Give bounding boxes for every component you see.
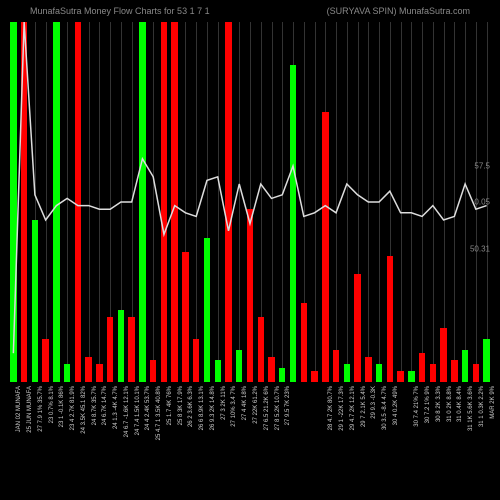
volume-bar: [258, 317, 264, 382]
volume-bar: [419, 353, 425, 382]
volume-bar: [440, 328, 446, 382]
x-axis-label: 27 4 4K 18%: [242, 386, 248, 420]
x-axis-label: 27 10% 3.4 7%: [231, 386, 237, 427]
volume-bar: [354, 274, 360, 382]
x-axis-label: 26 6 8.9K 13.1%: [199, 386, 205, 430]
volume-bar: [107, 317, 113, 382]
x-axis-label: 24 7.4 1.5K 10.1%: [135, 386, 141, 435]
volume-bar: [387, 256, 393, 382]
y-axis-label: 0.05: [474, 198, 490, 207]
volume-bar: [430, 364, 436, 382]
volume-bar: [10, 22, 16, 382]
x-axis-label: 31 1 0.3K 2.2%: [479, 386, 485, 427]
volume-bar: [322, 112, 328, 382]
x-axis-label: 30 8 2K 3.3%: [436, 386, 442, 422]
volume-bar: [75, 22, 81, 382]
volume-bar: [247, 209, 253, 382]
x-axis-label: 26 2 3.6K 6.3%: [188, 386, 194, 427]
x-axis-label: 27 9.5 7K 23%: [285, 386, 291, 425]
x-axis-label: JAN 02 MUNAFA: [16, 386, 22, 432]
volume-bar: [268, 357, 274, 382]
volume-bar: [236, 350, 242, 382]
bars-layer: [8, 22, 492, 382]
chart-header: MunafaSutra Money Flow Charts for 53 1 7…: [0, 6, 500, 16]
x-axis-label: 23 0.7% 8.1%: [49, 386, 55, 423]
x-axis-label: 29 4.7 2K 12.1%: [350, 386, 356, 430]
x-axis-label: 29 9.3 -0.3K: [371, 386, 377, 419]
x-axis-label: 31 1K 5.6K 3.6%: [468, 386, 474, 431]
y-axis-label: 57.5: [474, 162, 490, 171]
volume-bar: [53, 22, 59, 382]
x-axis-label: 27 8 5.2K 10.7%: [275, 386, 281, 430]
x-axis-label: 25 8 3K 17.9%: [178, 386, 184, 425]
volume-bar: [451, 360, 457, 382]
volume-bar: [118, 310, 124, 382]
volume-bar: [408, 371, 414, 382]
x-axis-label: MAR 2K 9%: [490, 386, 496, 419]
x-axis-label: 27 22K 61.2%: [253, 386, 259, 424]
x-axis-label: 23 1 -0.1K 86%: [59, 386, 65, 427]
volume-bar: [204, 238, 210, 382]
x-axis-label: 24 6.7 -1.6K 12.1%: [124, 386, 130, 437]
x-axis-label: 29 1 -22K 17.3%: [339, 386, 345, 431]
title-right: (SURYAVA SPIN) MunafaSutra.com: [327, 6, 470, 16]
x-axis-label: 27 3 2K 11%: [221, 386, 227, 420]
volume-bar: [21, 22, 27, 382]
volume-bar: [483, 339, 489, 382]
x-axis-label: 31 0.4K 8.4%: [457, 386, 463, 422]
volume-bar: [290, 65, 296, 382]
x-axis-label: 25 4.7 1 3.5K 40.8%: [156, 386, 162, 440]
y-axis-label: 50.31: [470, 244, 490, 253]
volume-bar: [473, 364, 479, 382]
volume-bar: [139, 22, 145, 382]
volume-bar: [64, 364, 70, 382]
x-axis-label: 29 7 2.1K 5.4%: [361, 386, 367, 427]
volume-bar: [365, 357, 371, 382]
volume-bar: [397, 371, 403, 382]
x-axis-label: 24 8.7K 35.7%: [92, 386, 98, 425]
volume-bar: [333, 350, 339, 382]
volume-bar: [128, 317, 134, 382]
x-axis-label: 31 0 2K 8.8%: [447, 386, 453, 422]
x-axis-label: 25 JUN MUNAFA: [27, 386, 33, 433]
x-axis-label: 23 4 2.7K 81.9%: [70, 386, 76, 430]
x-axis-labels: JAN 02 MUNAFA 25 JUN MUNAFA 27 7.9 1% 35.7…: [8, 386, 492, 496]
volume-bar: [215, 360, 221, 382]
x-axis-label: 24 1.3 -4K 4.7%: [113, 386, 119, 429]
volume-bar: [376, 364, 382, 382]
volume-bar: [85, 357, 91, 382]
x-axis-label: 30 3.5 -8.4 4.7%: [382, 386, 388, 430]
x-axis-label: 28 4.7 2K 80.7%: [328, 386, 334, 430]
x-axis-label: 24 6.7K 14.7%: [102, 386, 108, 425]
volume-bar: [225, 22, 231, 382]
x-axis-label: 24 4 2.4K 53.7%: [145, 386, 151, 430]
volume-bar: [301, 303, 307, 382]
volume-bar: [279, 368, 285, 382]
x-axis-label: 26 9.3 2K 14.8%: [210, 386, 216, 430]
volume-bar: [193, 339, 199, 382]
volume-bar: [32, 220, 38, 382]
x-axis-label: 25 1.7 4K 76%: [167, 386, 173, 425]
volume-bar: [182, 252, 188, 382]
x-axis-label: 27 6.5 21.2K 6%: [264, 386, 270, 430]
volume-bar: [344, 364, 350, 382]
money-flow-chart: [8, 22, 492, 382]
volume-bar: [311, 371, 317, 382]
volume-bar: [462, 350, 468, 382]
volume-bar: [171, 22, 177, 382]
x-axis-label: 30 7.4 21% 7%: [414, 386, 420, 427]
x-axis-label: 30 7.2 1% 9%: [425, 386, 431, 423]
title-left: MunafaSutra Money Flow Charts for 53 1 7…: [30, 6, 210, 16]
x-axis-label: 30 4 0.2K 49%: [393, 386, 399, 425]
x-axis-label: 24 3.5K 45.1 82%: [81, 386, 87, 434]
volume-bar: [96, 364, 102, 382]
volume-bar: [161, 22, 167, 382]
x-axis-label: 27 7.9 1% 35.7%: [38, 386, 44, 432]
volume-bar: [150, 360, 156, 382]
volume-bar: [42, 339, 48, 382]
